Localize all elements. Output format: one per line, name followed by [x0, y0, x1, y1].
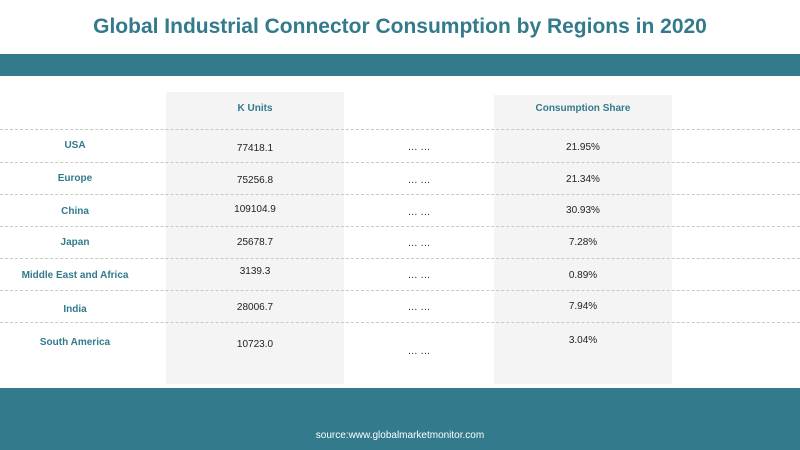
row-separator: [0, 322, 800, 323]
share-value: 7.94%: [568, 301, 598, 312]
ellipsis-value: … …: [407, 302, 431, 313]
source-text: source:www.globalmarketmonitor.com: [315, 430, 485, 441]
share-value: 0.89%: [568, 270, 598, 281]
ellipsis-value: … …: [407, 207, 431, 218]
ellipsis-value: … …: [407, 270, 431, 281]
k-units-value: 109104.9: [234, 204, 276, 215]
row-separator: [0, 194, 800, 195]
k-units-value: 77418.1: [236, 143, 274, 154]
region-label: China: [61, 206, 89, 217]
share-value: 7.28%: [568, 237, 598, 248]
k-units-value: 75256.8: [236, 175, 274, 186]
row-separator: [0, 162, 800, 163]
share-header: Consumption Share: [535, 103, 631, 114]
region-label: Japan: [60, 237, 90, 248]
ellipsis-value: … …: [407, 142, 431, 153]
row-separator: [0, 226, 800, 227]
region-label: Middle East and Africa: [21, 270, 129, 281]
ellipsis-value: … …: [407, 175, 431, 186]
bottom-band: [0, 388, 800, 450]
page-title: Global Industrial Connector Consumption …: [93, 15, 707, 38]
k-units-value: 3139.3: [239, 266, 271, 277]
k-units-value: 10723.0: [236, 339, 274, 350]
row-separator: [0, 129, 800, 130]
k-units-value: 28006.7: [236, 302, 274, 313]
region-label: India: [63, 304, 87, 315]
share-value: 3.04%: [568, 335, 598, 346]
top-band: [0, 54, 800, 76]
share-value: 21.34%: [566, 174, 600, 185]
ellipsis-value: … …: [407, 346, 431, 357]
k-units-value: 25678.7: [236, 237, 274, 248]
ellipsis-value: … …: [407, 238, 431, 249]
region-label: USA: [64, 140, 86, 151]
region-label: South America: [39, 337, 111, 348]
share-value: 30.93%: [566, 205, 600, 216]
k-units-column-bg: [166, 92, 344, 384]
k-units-header: K Units: [237, 103, 273, 114]
row-separator: [0, 258, 800, 259]
share-value: 21.95%: [566, 142, 600, 153]
share-column-bg: [494, 95, 672, 384]
region-label: Europe: [57, 173, 93, 184]
row-separator: [0, 290, 800, 291]
